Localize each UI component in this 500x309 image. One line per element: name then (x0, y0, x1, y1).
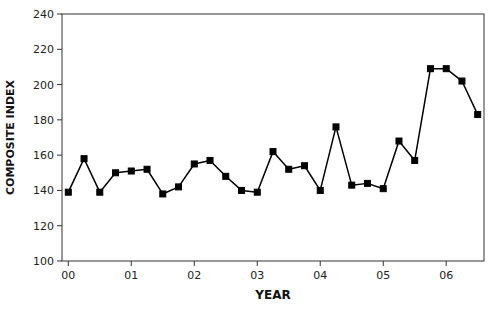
marker (349, 182, 355, 188)
marker (160, 191, 166, 197)
marker (396, 138, 402, 144)
marker (65, 189, 71, 195)
marker (176, 184, 182, 190)
y-tick-label: 120 (33, 220, 54, 233)
marker (412, 157, 418, 163)
x-tick (446, 261, 447, 266)
marker (301, 163, 307, 169)
marker (475, 112, 481, 118)
x-tick-label: 05 (376, 269, 390, 282)
line (68, 69, 477, 194)
marker (427, 66, 433, 72)
marker (254, 189, 260, 195)
y-tick-label: 200 (33, 79, 54, 92)
y-tick (57, 84, 62, 85)
marker (191, 161, 197, 167)
x-tick (383, 261, 384, 266)
x-tick-label: 02 (187, 269, 201, 282)
y-tick-label: 220 (33, 43, 54, 56)
x-tick-label: 00 (61, 269, 75, 282)
y-tick (57, 261, 62, 262)
y-tick (57, 119, 62, 120)
y-tick-label: 240 (33, 8, 54, 21)
marker (333, 124, 339, 130)
marker (459, 78, 465, 84)
marker (239, 187, 245, 193)
marker (223, 173, 229, 179)
x-tick-label: 06 (439, 269, 453, 282)
marker (270, 149, 276, 155)
y-tick (57, 190, 62, 191)
y-axis: 100 120 140 160 180 200 220 240 (33, 8, 62, 268)
marker (207, 157, 213, 163)
x-axis-label: YEAR (254, 288, 290, 302)
y-tick (57, 225, 62, 226)
x-tick (257, 261, 258, 266)
plot-frame (62, 14, 484, 261)
marker (317, 187, 323, 193)
y-tick (57, 14, 62, 15)
x-tick (194, 261, 195, 266)
marker (81, 156, 87, 162)
y-tick (57, 49, 62, 50)
x-tick (320, 261, 321, 266)
marker (128, 168, 134, 174)
x-tick-label: 01 (124, 269, 138, 282)
y-tick (57, 155, 62, 156)
marker (364, 180, 370, 186)
chart: 00 01 02 03 04 05 06 100 120 140 160 180 200 220 240 YE… (0, 0, 500, 309)
x-tick-label: 04 (313, 269, 327, 282)
x-tick (68, 261, 69, 266)
marker (443, 66, 449, 72)
marker (380, 186, 386, 192)
y-tick-label: 160 (33, 149, 54, 162)
y-tick-label: 100 (33, 255, 54, 268)
marker (144, 166, 150, 172)
x-axis: 00 01 02 03 04 05 06 (61, 261, 453, 282)
y-tick-label: 180 (33, 114, 54, 127)
x-tick (131, 261, 132, 266)
x-tick-label: 03 (250, 269, 264, 282)
y-tick-label: 140 (33, 184, 54, 197)
marker (286, 166, 292, 172)
marker (97, 189, 103, 195)
y-axis-label: COMPOSITE INDEX (4, 79, 17, 195)
marker (113, 170, 119, 176)
data (65, 66, 480, 197)
